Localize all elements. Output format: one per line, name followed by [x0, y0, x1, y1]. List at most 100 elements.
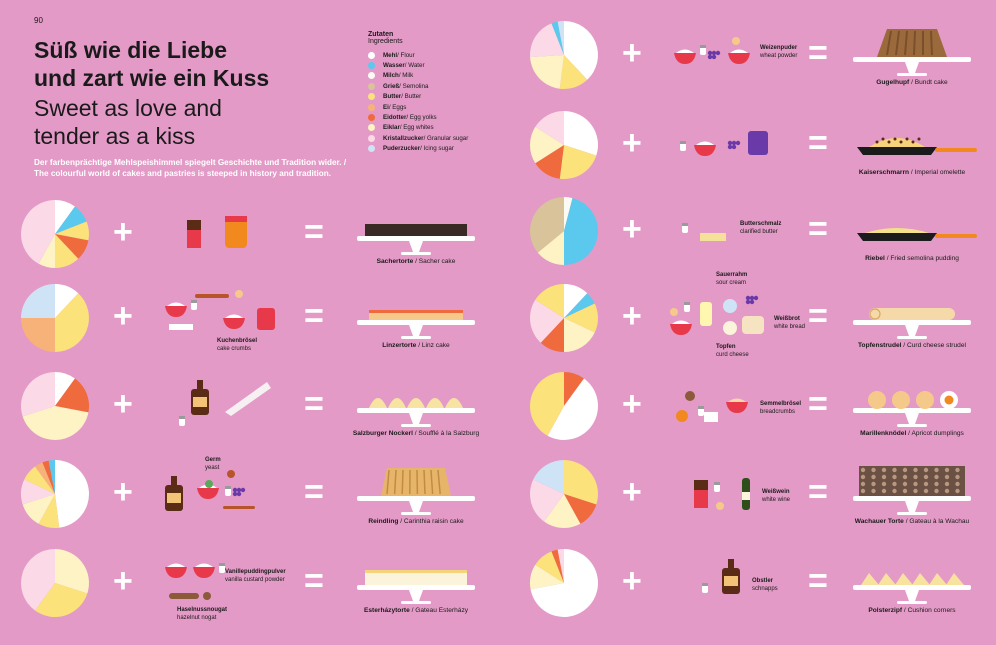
ingredient-legend: Zutaten Ingredients Mehl / Flour Wasser /… [368, 31, 468, 154]
raisin-icon [236, 487, 242, 493]
ingredient-pie-chart [530, 111, 598, 179]
cake-name-label: Gugelhupf / Bundt cake [842, 79, 982, 86]
bowl-content [728, 398, 746, 402]
dumpling [892, 391, 910, 409]
cake-name-de: Kaiserschmarrn [858, 169, 910, 176]
pie-slice [564, 318, 595, 352]
legend-label-en: / Flour [397, 51, 415, 59]
cake-name-en: / Sacher cake [413, 258, 456, 265]
cake-name-en: / Apricot dumplings [906, 430, 964, 437]
extra-ingredient-label: Haselnussnougat hazelnut nogat [177, 607, 227, 622]
pie-slice [557, 549, 564, 583]
stand-base [401, 252, 431, 255]
title-line-2: und zart wie ein Kuss [34, 65, 270, 91]
legend-swatch [368, 114, 375, 122]
esterhazy-top [365, 570, 467, 573]
cake-name-en: / Carinthia raisin cake [398, 518, 464, 525]
legend-label-de: Mehl [383, 51, 398, 59]
linzer-top [369, 310, 463, 313]
pie-slice [55, 549, 89, 594]
stand-plate [357, 585, 475, 590]
legend-item: Butter / Butter [368, 92, 468, 102]
intro-line-1: Der farbenprächtige Mehlspeishimmel spie… [34, 158, 347, 167]
yeast-icon [205, 480, 213, 488]
cake-stand-illustration [357, 310, 475, 339]
pie-slice [42, 460, 55, 494]
legend-swatch [368, 82, 375, 90]
nut-dot [871, 481, 876, 487]
stand-base [897, 73, 927, 76]
pie-slice [530, 564, 564, 590]
page-subtitle: Sweet as love and tender as a kiss [34, 94, 222, 150]
legend-item: Puderzucker / Icing sugar [368, 144, 468, 154]
nut-dot [902, 488, 908, 494]
bottle-label [167, 493, 181, 503]
plus-sign: + [622, 210, 642, 248]
legend-label-de: Ei [383, 103, 389, 111]
stand-plate [357, 496, 475, 501]
legend-label-en: / Eggs [388, 103, 407, 111]
stand-stem [905, 62, 919, 73]
bowl-icon [674, 53, 696, 64]
butter-block-icon [700, 233, 726, 241]
cake-groove [393, 469, 397, 495]
extra-ingredient-de: Germ [205, 457, 221, 463]
raisin-dot [917, 137, 921, 141]
pie-slice [38, 494, 60, 528]
extra-ingredient-label: Semmelbrösel breadcrumbs [760, 401, 801, 416]
ingredient-pie-chart [21, 460, 90, 528]
nut-dot [923, 474, 929, 480]
legend-label-de: Kristallzucker [383, 134, 424, 142]
plus-sign: + [622, 385, 642, 423]
raisin-icon [715, 50, 721, 56]
crumbs-icon [169, 324, 193, 330]
ingredient-pie-chart [21, 284, 89, 352]
raisin-icon [711, 54, 717, 60]
nut-dot [902, 474, 908, 480]
raisin-dot [875, 140, 879, 144]
nut-dot [934, 474, 939, 480]
pie-slice [22, 406, 89, 440]
cake-name-label: Esterházytorte / Gateau Esterházy [346, 607, 486, 614]
page-title: Süß wie die Liebe und zart wie ein Kuss [34, 36, 269, 92]
legend-item: Eiklar / Egg whites [368, 123, 468, 133]
nut-dot [860, 481, 866, 487]
bottle-neck [728, 559, 734, 569]
extra-ingredient-de: Topfen [716, 344, 736, 350]
extra-ingredients-illustration [165, 470, 255, 511]
nut-dot [860, 467, 866, 473]
legend-item: Eidotter / Egg yolks [368, 112, 468, 122]
nut-dot [944, 481, 950, 487]
bowl-content [672, 320, 690, 324]
esterhazy-cake [365, 571, 467, 585]
extra-ingredient-en: schnapps [752, 585, 778, 592]
sugar-cube-icon [704, 412, 718, 422]
nut-dot [934, 488, 939, 494]
nut-dot [871, 474, 876, 480]
bowl-icon [694, 145, 716, 156]
extra-ingredient-label: Weißwein white wine [762, 489, 790, 504]
intro-text: Der farbenprächtige Mehlspeishimmel spie… [34, 157, 374, 179]
bowl-content [167, 563, 185, 567]
nockerl-peak [369, 398, 387, 408]
raisin-icon [735, 140, 741, 146]
stand-stem [409, 325, 423, 336]
title-line-1: Süß wie die Liebe [34, 37, 227, 63]
raisin-icon [236, 491, 242, 497]
salt-cap [702, 583, 708, 586]
nut-dot [902, 467, 908, 473]
raisin-dot [893, 137, 897, 141]
nut-dot [892, 467, 897, 473]
ingredient-pie-chart [530, 197, 598, 265]
extra-ingredient-en: breadcrumbs [760, 408, 796, 415]
nut-dot [944, 467, 950, 473]
extra-ingredient-en: sour cream [716, 279, 747, 286]
pie-slice [24, 466, 55, 494]
pie-slice [530, 299, 564, 343]
intro-line-2: The colourful world of cakes and pastrie… [34, 169, 332, 178]
legend-item: Ei / Eggs [368, 102, 468, 112]
dumpling [868, 391, 886, 409]
extra-ingredient-label: Weizenpuder wheat powder [760, 45, 797, 60]
extra-ingredients-illustration [674, 37, 750, 64]
legend-label-de: Eiklar [383, 124, 400, 132]
